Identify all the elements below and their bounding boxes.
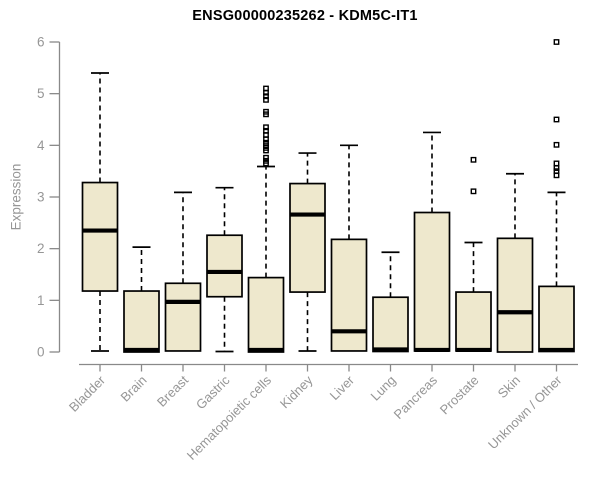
outlier-point: [553, 165, 560, 171]
box-iqr: [289, 182, 326, 293]
box-iqr: [413, 211, 451, 352]
outlier-point: [263, 108, 269, 115]
outlier-point: [263, 124, 269, 131]
y-tick-label: 1: [37, 293, 45, 308]
outlier-point: [263, 157, 269, 164]
y-tick-label: 2: [37, 241, 45, 256]
boxplot-group-brain: [123, 246, 160, 353]
boxplot-group-gastric: [206, 186, 243, 353]
outlier-point: [553, 39, 560, 45]
boxplot-group-prostate: [455, 156, 492, 353]
boxplot-group-pancreas: [413, 131, 451, 353]
box-iqr: [81, 181, 119, 292]
y-tick-label: 3: [37, 190, 45, 205]
outlier-point: [553, 160, 560, 167]
box-iqr: [538, 285, 575, 353]
boxplot-group-liver: [330, 144, 368, 352]
chart-title: ENSG00000235262 - KDM5C-IT1: [192, 8, 418, 24]
boxplot-group-bladder: [81, 72, 119, 352]
y-tick-label: 0: [37, 345, 45, 360]
boxplot-group-kidney: [289, 152, 326, 352]
box-iqr: [496, 237, 534, 353]
x-tick-label: Bladder: [66, 372, 109, 415]
box-iqr: [372, 296, 409, 353]
x-tick-label: Breast: [154, 372, 191, 409]
outlier-point: [553, 116, 560, 123]
outlier-point: [553, 168, 560, 175]
box-iqr: [330, 238, 368, 352]
boxplot-group-hematopoietic-cells: [247, 85, 285, 353]
y-tick-label: 4: [37, 138, 45, 153]
x-tick-label: Lung: [368, 373, 399, 404]
x-tick-label: Liver: [327, 372, 358, 403]
x-tick-label: Skin: [495, 373, 523, 401]
outlier-point: [263, 96, 269, 103]
outlier-point: [470, 188, 477, 195]
outlier-point: [470, 156, 477, 163]
y-tick-label: 6: [37, 35, 45, 50]
x-tick-label: Pancreas: [391, 372, 441, 422]
x-tick-label: Prostate: [437, 373, 482, 418]
outlier-point: [263, 85, 269, 92]
boxplot-group-unknown-other: [538, 39, 575, 353]
box-iqr: [206, 234, 243, 298]
x-tick-label: Kidney: [277, 372, 316, 411]
outlier-point: [263, 93, 269, 100]
outlier-point: [263, 127, 269, 134]
outlier-point: [553, 141, 560, 148]
x-tick-label: Unknown / Other: [485, 372, 565, 452]
box-iqr: [455, 291, 492, 352]
outlier-point: [263, 154, 269, 161]
box-iqr: [123, 290, 160, 353]
boxplot-group-breast: [164, 191, 202, 352]
box-iqr: [247, 276, 285, 353]
x-tick-label: Gastric: [193, 372, 233, 412]
x-tick-label: Brain: [118, 373, 150, 405]
box-iqr: [164, 282, 202, 352]
outlier-point: [263, 139, 269, 146]
y-tick-label: 5: [37, 86, 45, 101]
boxplot-group-skin: [496, 172, 534, 353]
boxplot-group-lung: [372, 251, 409, 353]
